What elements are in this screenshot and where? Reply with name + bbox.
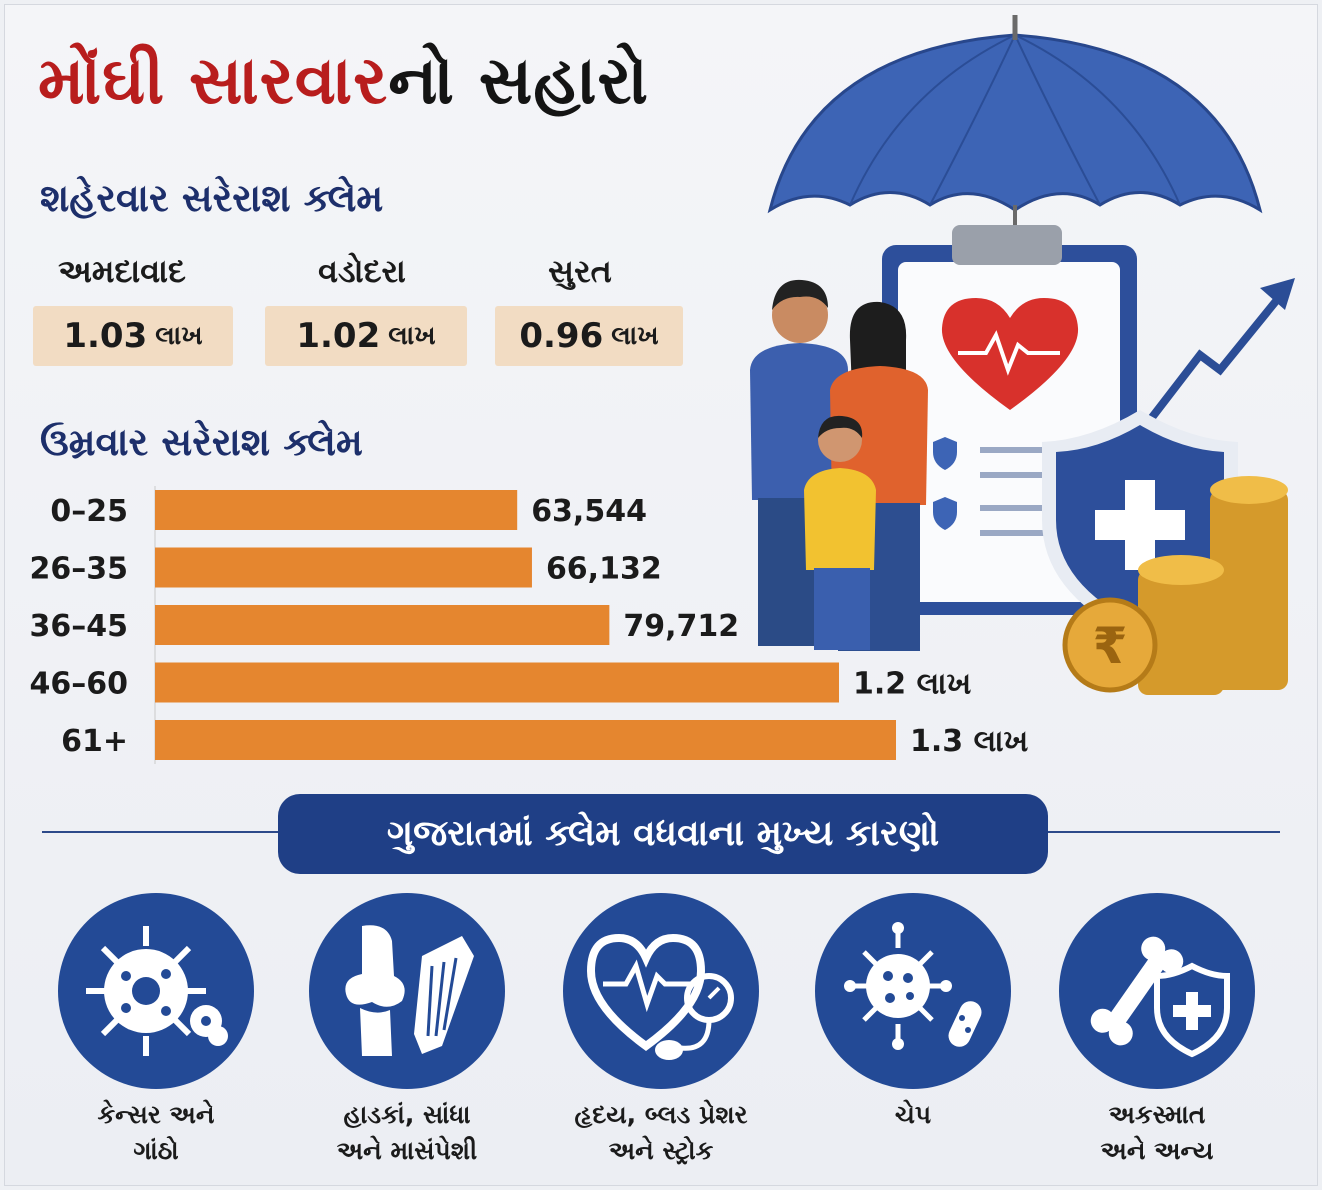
title-part-dark: નો સહારો bbox=[388, 42, 650, 119]
reason-label: કેન્સર અને ગાંઠો bbox=[46, 1097, 266, 1170]
category-label-3: 46–60 bbox=[30, 667, 129, 702]
category-label-4: 61+ bbox=[61, 724, 128, 759]
city-value: 1.03 bbox=[63, 316, 148, 356]
cancer-cell-icon bbox=[86, 926, 228, 1056]
age-section-heading: ઉમ્રવાર સરેરાશ ક્લેમ bbox=[40, 420, 363, 464]
reason-circle bbox=[58, 893, 254, 1089]
page-title: મોંઘી સારવારનો સહારો bbox=[38, 48, 649, 114]
city-section-heading: શહેરવાર સરેરાશ ક્લેમ bbox=[40, 176, 384, 220]
value-label-0: 63,544 bbox=[531, 494, 647, 529]
category-label-1: 26–35 bbox=[30, 552, 129, 587]
bar-0 bbox=[155, 490, 518, 530]
trend-arrow-icon bbox=[1146, 278, 1295, 423]
reasons-heading: ગુજરાતમાં ક્લેમ વધવાના મુખ્ય કારણો bbox=[278, 794, 1048, 874]
reason-label: હાડકાં, સાંધા અને માસંપેશી bbox=[297, 1097, 517, 1170]
reason-label-line2: અને માસંપેશી bbox=[336, 1136, 478, 1166]
umbrella-icon bbox=[767, 15, 1263, 235]
divider-right bbox=[1044, 831, 1280, 833]
reason-label-line2: ગાંઠો bbox=[133, 1136, 179, 1166]
bone-shield-icon bbox=[1090, 936, 1230, 1058]
city-unit: લાખ bbox=[155, 320, 203, 351]
reason-infection: ચેપ bbox=[803, 893, 1023, 1133]
reason-label-line2: અને સ્ટ્રોક bbox=[608, 1136, 714, 1166]
coin-stack-icon bbox=[1138, 476, 1288, 695]
title-part-red: મોંઘી સારવાર bbox=[38, 42, 389, 119]
city-value-box-vadodara: 1.02 લાખ bbox=[265, 306, 467, 366]
reason-label-line1: હૃદય, બ્લડ પ્રેશર bbox=[574, 1100, 748, 1129]
reason-circle bbox=[563, 893, 759, 1089]
reason-circle bbox=[309, 893, 505, 1089]
reason-bones: હાડકાં, સાંધા અને માસંપેશી bbox=[297, 893, 517, 1170]
bar-3 bbox=[155, 662, 839, 703]
reason-circle bbox=[1059, 893, 1255, 1089]
reason-label-line2: અને અન્ય bbox=[1100, 1136, 1214, 1166]
value-label-1: 66,132 bbox=[546, 552, 662, 587]
reason-label-line1: કેન્સર અને bbox=[97, 1100, 215, 1129]
reason-accident: અકસ્માત અને અન્ય bbox=[1047, 893, 1267, 1170]
reason-label-line1: હાડકાં, સાંધા bbox=[343, 1100, 471, 1129]
city-name-ahmedabad: અમદાવાદ bbox=[58, 252, 186, 290]
city-value: 0.96 bbox=[519, 316, 604, 356]
city-value: 1.02 bbox=[296, 316, 381, 356]
bar-4 bbox=[155, 720, 896, 760]
category-label-0: 0–25 bbox=[50, 494, 128, 529]
city-unit: લાખ bbox=[611, 320, 659, 351]
heart-icon bbox=[941, 298, 1079, 410]
reason-label-line1: ચેપ bbox=[894, 1100, 932, 1129]
divider-left bbox=[42, 831, 282, 833]
reason-cancer: કેન્સર અને ગાંઠો bbox=[46, 893, 266, 1170]
bone-joint-muscle-icon bbox=[345, 925, 474, 1056]
heart-blood-pressure-icon bbox=[586, 933, 734, 1060]
insurance-illustration: ₹ bbox=[750, 15, 1295, 695]
reason-label-line1: અકસ્માત bbox=[1108, 1100, 1206, 1129]
city-unit: લાખ bbox=[388, 320, 436, 351]
category-label-2: 36–45 bbox=[30, 609, 129, 644]
svg-text:₹: ₹ bbox=[1093, 617, 1128, 675]
reason-label: અકસ્માત અને અન્ય bbox=[1047, 1097, 1267, 1170]
value-label-2: 79,712 bbox=[623, 609, 739, 644]
city-value-box-ahmedabad: 1.03 લાખ bbox=[33, 306, 233, 366]
city-value-box-surat: 0.96 લાખ bbox=[495, 306, 683, 366]
city-name-surat: સુરત bbox=[548, 252, 612, 290]
value-label-3: 1.2 લાખ bbox=[853, 667, 971, 702]
bar-2 bbox=[155, 605, 610, 645]
virus-icon bbox=[844, 922, 982, 1050]
reason-heart: હૃદય, બ્લડ પ્રેશર અને સ્ટ્રોક bbox=[551, 893, 771, 1170]
city-name-vadodara: વડોદરા bbox=[318, 252, 406, 290]
family-icon bbox=[750, 279, 928, 651]
reason-label: ચેપ bbox=[803, 1097, 1023, 1133]
reason-circle bbox=[815, 893, 1011, 1089]
bar-1 bbox=[155, 547, 532, 588]
reason-label: હૃદય, બ્લડ પ્રેશર અને સ્ટ્રોક bbox=[551, 1097, 771, 1170]
rupee-coin-icon: ₹ bbox=[1062, 597, 1158, 693]
value-label-4: 1.3 લાખ bbox=[910, 724, 1028, 759]
